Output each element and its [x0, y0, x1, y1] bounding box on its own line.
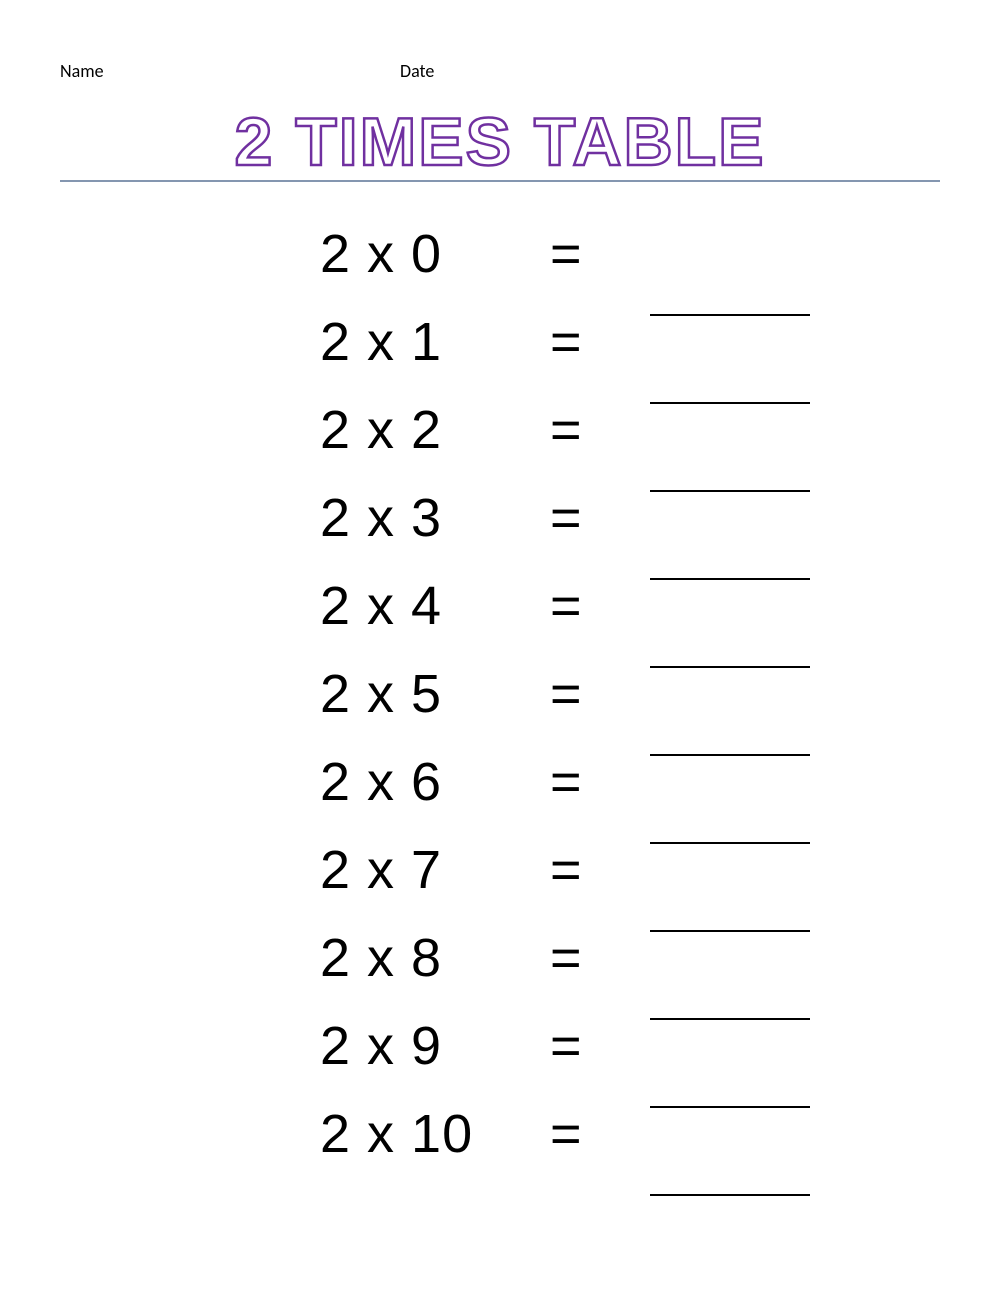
problem-lhs: 2 x 3: [320, 487, 550, 549]
name-label: Name: [60, 60, 400, 82]
problem-row: 2 x 10 =: [320, 1090, 860, 1178]
problem-row: 2 x 0 =: [320, 210, 860, 298]
problem-lhs: 2 x 0: [320, 223, 550, 285]
equals-sign: =: [550, 839, 610, 901]
page-title: 2 TIMES TABLE: [235, 108, 766, 176]
equals-sign: =: [550, 927, 610, 989]
answer-blank[interactable]: [650, 1194, 810, 1196]
problem-row: 2 x 5 =: [320, 650, 860, 738]
equals-sign: =: [550, 663, 610, 725]
problem-lhs: 2 x 5: [320, 663, 550, 725]
problem-lhs: 2 x 4: [320, 575, 550, 637]
problem-lhs: 2 x 10: [320, 1103, 550, 1165]
problem-row: 2 x 7 =: [320, 826, 860, 914]
problem-lhs: 2 x 9: [320, 1015, 550, 1077]
header-row: Name Date: [60, 60, 940, 82]
problem-row: 2 x 8 =: [320, 914, 860, 1002]
problems-list: 2 x 0 = 2 x 1 = 2 x 2 = 2 x 3 = 2 x 4 = …: [320, 210, 860, 1178]
equals-sign: =: [550, 223, 610, 285]
problem-row: 2 x 1 =: [320, 298, 860, 386]
problem-lhs: 2 x 7: [320, 839, 550, 901]
date-label: Date: [400, 60, 940, 82]
equals-sign: =: [550, 399, 610, 461]
problem-lhs: 2 x 8: [320, 927, 550, 989]
problem-lhs: 2 x 1: [320, 311, 550, 373]
title-divider: [60, 180, 940, 182]
problem-lhs: 2 x 6: [320, 751, 550, 813]
problem-lhs: 2 x 2: [320, 399, 550, 461]
equals-sign: =: [550, 575, 610, 637]
problem-row: 2 x 6 =: [320, 738, 860, 826]
equals-sign: =: [550, 1015, 610, 1077]
problem-row: 2 x 9 =: [320, 1002, 860, 1090]
equals-sign: =: [550, 487, 610, 549]
title-wrap: 2 TIMES TABLE: [60, 108, 940, 176]
problem-row: 2 x 2 =: [320, 386, 860, 474]
equals-sign: =: [550, 311, 610, 373]
equals-sign: =: [550, 1103, 610, 1165]
equals-sign: =: [550, 751, 610, 813]
problem-row: 2 x 4 =: [320, 562, 860, 650]
problem-row: 2 x 3 =: [320, 474, 860, 562]
